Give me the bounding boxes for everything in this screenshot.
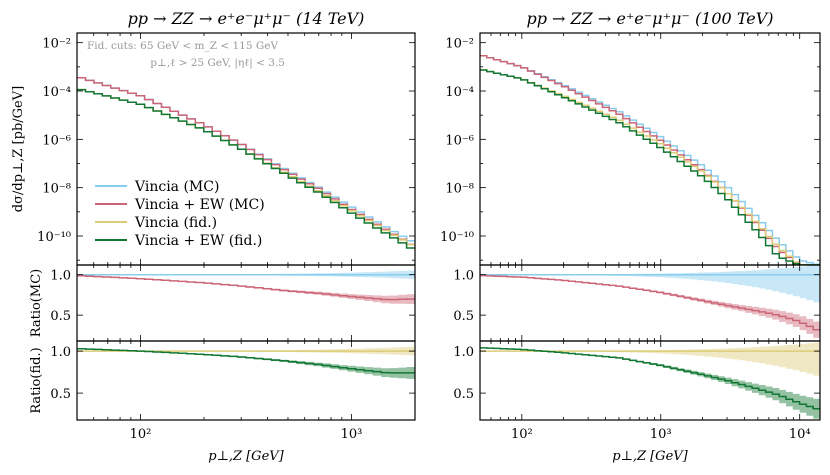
series-line-1: [480, 54, 820, 265]
chart-title: pp → ZZ → e⁺e⁻μ⁺μ⁻ (14 TeV): [128, 9, 365, 28]
x-tick-label: 10²: [130, 427, 152, 442]
ratio-mc-plot-area: [480, 265, 820, 338]
y-tick-label: 10⁻¹⁰: [440, 230, 474, 245]
ratio-fid-y-tick-label: 1.0: [453, 345, 474, 360]
y-tick-label: 10⁻²: [42, 37, 71, 52]
y-tick-label: 10⁻⁶: [42, 133, 71, 148]
x-axis-label: p⊥,Z [GeV]: [612, 449, 688, 464]
ratio-mc-line-vincia-ew: [77, 274, 415, 301]
x-tick-label: 10⁴: [789, 427, 811, 442]
y-tick-label: 10⁻¹⁰: [37, 230, 71, 245]
y-tick-label: 10⁻⁶: [445, 133, 474, 148]
ratio-fid-y-tick-label: 0.5: [50, 387, 71, 402]
series-line-4: [480, 69, 820, 265]
y-tick-label: 10⁻⁸: [445, 182, 474, 197]
y-axis-label-main: dσ/dp⊥,Z [pb/GeV]: [11, 86, 26, 212]
ratio-mc-line-vincia-ew: [480, 274, 820, 331]
ratio-mc-y-tick-label: 1.0: [50, 269, 71, 284]
ratio-fid-panel-frame: [76, 340, 416, 421]
fiducial-cuts-annotation-line2: p⊥,ℓ > 25 GeV, |ηℓ| < 3.5: [150, 57, 285, 70]
y-axis-label-ratio-fid: Ratio(fid.): [29, 347, 44, 413]
main-plot-area: [480, 54, 820, 265]
x-axis-label: p⊥,Z [GeV]: [208, 449, 284, 464]
ratio-mc-y-tick-label: 0.5: [453, 309, 474, 324]
legend-label-1: Vincia (MC): [134, 179, 219, 195]
ratio-fid-band-vincia: [480, 342, 820, 376]
ratio-mc-y-tick-label: 0.5: [50, 309, 71, 324]
ratio-fid-line-vincia-ew: [77, 347, 415, 374]
ratio-mc-band-vincia-ew: [480, 275, 820, 338]
series-line-4: [77, 88, 415, 249]
y-axis-label-ratio-mc: Ratio(MC): [29, 269, 44, 337]
series-line-2: [480, 54, 820, 265]
ratio-mc-band-vincia-ew: [77, 275, 415, 304]
ratio-mc-band-vincia: [480, 265, 820, 303]
x-tick-label: 10²: [511, 427, 533, 442]
ratio-fid-panel-frame: [479, 340, 821, 421]
y-tick-label: 10⁻⁸: [42, 182, 71, 197]
ratio-mc-y-tick-label: 1.0: [453, 269, 474, 284]
legend-label-4: Vincia + EW (fid.): [134, 233, 262, 249]
ratio-fid-y-tick-label: 1.0: [50, 345, 71, 360]
y-tick-label: 10⁻⁴: [445, 85, 474, 100]
y-tick-label: 10⁻⁴: [42, 85, 71, 100]
legend-label-2: Vincia + EW (MC): [134, 197, 265, 213]
x-tick-label: 10³: [341, 427, 363, 442]
chart-title: pp → ZZ → e⁺e⁻μ⁺μ⁻ (100 TeV): [526, 9, 773, 28]
main-plot-area: [77, 77, 415, 249]
legend-label-3: Vincia (fid.): [134, 215, 217, 231]
fiducial-cuts-annotation-line1: Fid. cuts: 65 GeV < m_Z < 115 GeV: [87, 40, 278, 52]
y-tick-label: 10⁻²: [445, 37, 474, 52]
ratio-fid-plot-area: [480, 342, 820, 419]
series-line-3: [480, 69, 820, 265]
x-tick-label: 10³: [650, 427, 672, 442]
ratio-fid-line-vincia-ew: [480, 347, 820, 410]
ratio-fid-band-vincia-ew: [77, 348, 415, 379]
ratio-fid-y-tick-label: 0.5: [453, 387, 474, 402]
ratio-mc-plot-area: [77, 270, 415, 304]
ratio-fid-plot-area: [77, 346, 415, 379]
ratio-fid-band-vincia-ew: [480, 347, 820, 419]
